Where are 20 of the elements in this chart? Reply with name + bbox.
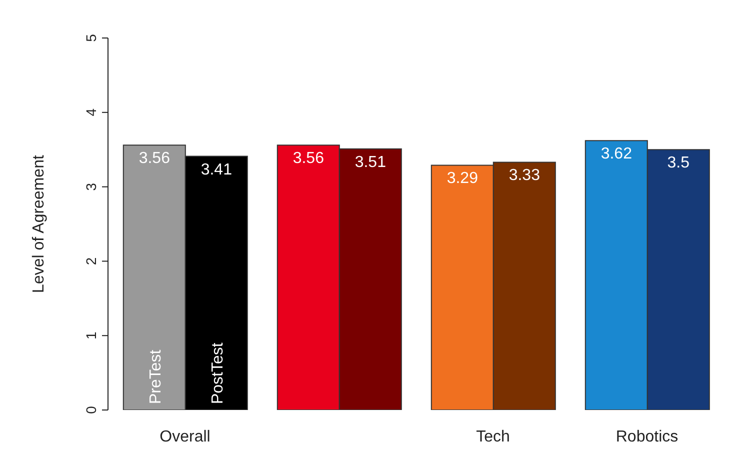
y-tick-label: 1	[83, 332, 99, 340]
data-label: 3.33	[508, 167, 540, 184]
series-label: PostTest	[209, 342, 226, 404]
y-tick-label: 4	[83, 108, 99, 116]
x-tick-label: Tech	[476, 428, 510, 446]
data-label: 3.5	[667, 154, 690, 172]
y-tick-label: 2	[83, 257, 99, 266]
x-tick-label: Robotics	[616, 428, 678, 446]
x-tick-label: Overall	[160, 428, 210, 446]
data-label: 3.41	[200, 161, 232, 178]
data-label: 3.56	[292, 150, 324, 168]
y-tick-label: 3	[83, 182, 99, 191]
data-label: 3.56	[138, 150, 170, 168]
data-label: 3.62	[600, 146, 632, 163]
series-label: PreTest	[147, 349, 164, 404]
data-label: 3.29	[446, 170, 478, 188]
data-label: 3.51	[354, 154, 386, 171]
y-tick-label: 5	[83, 34, 99, 42]
y-tick-label: 0	[83, 406, 99, 414]
y-axis-title: Level of Agreement	[30, 154, 48, 293]
